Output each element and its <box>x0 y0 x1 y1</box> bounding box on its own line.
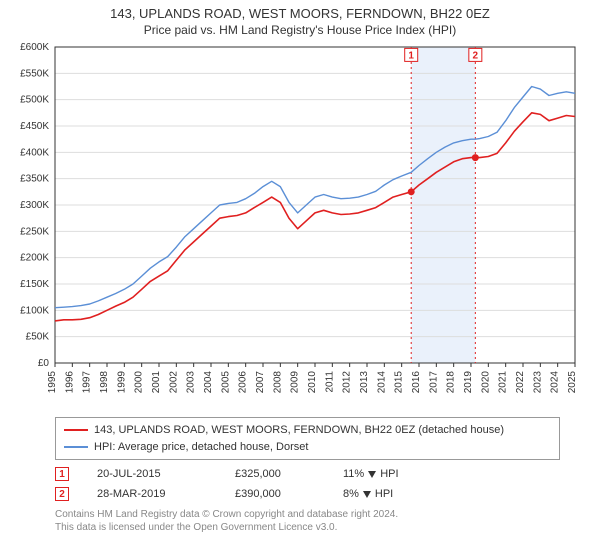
svg-text:2005: 2005 <box>220 371 231 394</box>
legend-row: HPI: Average price, detached house, Dors… <box>64 439 551 456</box>
footer-line-2: This data is licensed under the Open Gov… <box>55 521 560 534</box>
sale-price: £390,000 <box>235 488 315 500</box>
footer-line-1: Contains HM Land Registry data © Crown c… <box>55 508 560 521</box>
price-chart: £0 £50K £100K £150K £200K £250K £300K £350K £400… <box>0 41 600 411</box>
attribution-footer: Contains HM Land Registry data © Crown c… <box>55 508 560 534</box>
legend-swatch <box>64 429 88 431</box>
svg-text:2019: 2019 <box>463 371 474 394</box>
svg-text:2023: 2023 <box>532 371 543 394</box>
svg-text:1997: 1997 <box>82 371 93 394</box>
svg-text:£0: £0 <box>38 358 50 369</box>
legend-label: 143, UPLANDS ROAD, WEST MOORS, FERNDOWN,… <box>94 422 504 439</box>
sale-price: £325,000 <box>235 468 315 480</box>
sales-row: 1 20-JUL-2015 £325,000 11%HPI <box>55 464 560 484</box>
svg-text:£300K: £300K <box>20 200 49 211</box>
sale-marker-badge: 1 <box>55 467 69 481</box>
svg-text:2007: 2007 <box>255 371 266 394</box>
arrow-down-icon <box>363 491 371 498</box>
svg-text:2011: 2011 <box>324 371 335 393</box>
svg-text:2021: 2021 <box>498 371 509 394</box>
chart-title: 143, UPLANDS ROAD, WEST MOORS, FERNDOWN,… <box>0 0 600 21</box>
svg-text:£350K: £350K <box>20 174 49 185</box>
svg-text:£600K: £600K <box>20 42 49 53</box>
sale-hpi-delta: 8%HPI <box>343 488 443 500</box>
svg-text:2001: 2001 <box>151 371 162 394</box>
svg-text:2014: 2014 <box>376 371 387 394</box>
sales-table: 1 20-JUL-2015 £325,000 11%HPI 2 28-MAR-2019 £3… <box>55 464 560 504</box>
svg-text:1999: 1999 <box>116 371 127 394</box>
svg-text:2025: 2025 <box>567 371 578 394</box>
legend-row: 143, UPLANDS ROAD, WEST MOORS, FERNDOWN,… <box>64 422 551 439</box>
svg-text:£400K: £400K <box>20 147 49 158</box>
svg-text:2017: 2017 <box>428 371 439 394</box>
svg-text:£200K: £200K <box>20 253 49 264</box>
svg-text:1995: 1995 <box>47 371 58 394</box>
svg-text:2009: 2009 <box>290 371 301 394</box>
sales-row: 2 28-MAR-2019 £390,000 8%HPI <box>55 484 560 504</box>
svg-text:£250K: £250K <box>20 226 49 237</box>
svg-text:2022: 2022 <box>515 371 526 394</box>
svg-text:2000: 2000 <box>134 371 145 394</box>
svg-text:2010: 2010 <box>307 371 318 394</box>
chart-subtitle: Price paid vs. HM Land Registry's House … <box>0 21 600 41</box>
svg-text:1: 1 <box>408 50 414 61</box>
arrow-down-icon <box>368 471 376 478</box>
sale-hpi-delta: 11%HPI <box>343 468 443 480</box>
sale-date: 28-MAR-2019 <box>97 488 207 500</box>
legend: 143, UPLANDS ROAD, WEST MOORS, FERNDOWN,… <box>55 417 560 460</box>
svg-text:2020: 2020 <box>480 371 491 394</box>
svg-text:1998: 1998 <box>99 371 110 394</box>
svg-text:2008: 2008 <box>272 371 283 394</box>
svg-text:2012: 2012 <box>342 371 353 394</box>
chart-svg: £0 £50K £100K £150K £200K £250K £300K £350K £400… <box>0 41 600 411</box>
svg-text:2015: 2015 <box>394 371 405 394</box>
svg-text:2024: 2024 <box>550 371 561 394</box>
svg-text:2004: 2004 <box>203 371 214 394</box>
svg-text:£450K: £450K <box>20 121 49 132</box>
svg-text:2018: 2018 <box>446 371 457 394</box>
svg-text:2002: 2002 <box>168 371 179 394</box>
legend-label: HPI: Average price, detached house, Dors… <box>94 439 308 456</box>
svg-text:£100K: £100K <box>20 305 49 316</box>
svg-text:1996: 1996 <box>64 371 75 394</box>
sale-marker-badge: 2 <box>55 487 69 501</box>
svg-text:2003: 2003 <box>186 371 197 394</box>
svg-text:£500K: £500K <box>20 95 49 106</box>
svg-text:£550K: £550K <box>20 68 49 79</box>
svg-text:2016: 2016 <box>411 371 422 394</box>
svg-text:2006: 2006 <box>238 371 249 394</box>
svg-text:2013: 2013 <box>359 371 370 394</box>
svg-text:2: 2 <box>473 50 479 61</box>
svg-text:£50K: £50K <box>26 332 50 343</box>
svg-text:£150K: £150K <box>20 279 49 290</box>
legend-swatch <box>64 446 88 448</box>
sale-date: 20-JUL-2015 <box>97 468 207 480</box>
